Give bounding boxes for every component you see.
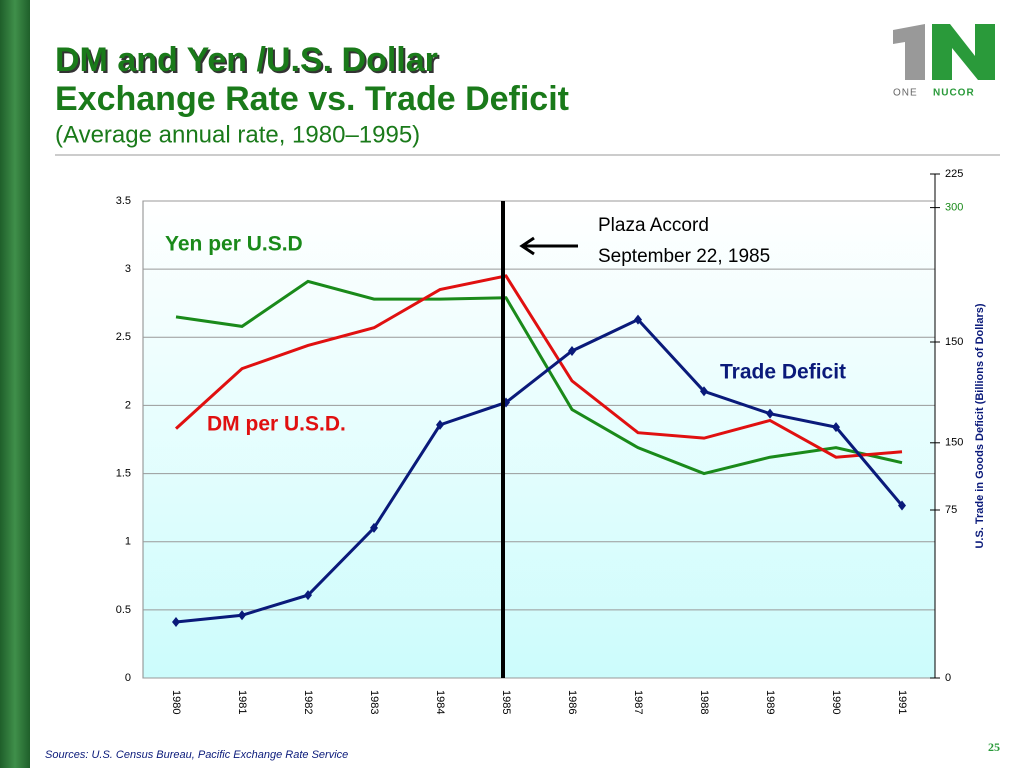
x-tick-label: 1990 (830, 690, 842, 714)
x-tick-label: 1991 (896, 690, 908, 714)
source: Sources: U.S. Census Bureau, Pacific Exc… (45, 749, 348, 761)
y-tick-label: 2 (125, 399, 131, 411)
marker (700, 386, 708, 397)
chart-title: DM and Yen /U.S. Dollar (55, 41, 438, 79)
y2-tick-label: 75 (945, 504, 957, 516)
logo-text: NUCOR (933, 88, 975, 99)
y2-tick-label: 0 (945, 672, 951, 684)
x-tick-label: 1988 (698, 690, 710, 714)
y2-tick-label: 225 (945, 168, 963, 180)
series-line (175, 317, 904, 624)
marker (436, 419, 444, 430)
marker (304, 590, 312, 601)
y-tick-label: 0.5 (116, 604, 131, 616)
annotation: Plaza Accord (598, 215, 709, 236)
x-tick-label: 1987 (632, 690, 644, 714)
arrow (519, 236, 578, 256)
x-tick-label: 1981 (236, 690, 248, 714)
series-label: Yen per U.S.D (165, 233, 303, 256)
marker (634, 314, 642, 325)
page-number: 25 (988, 740, 1000, 754)
x-tick-label: 1989 (764, 690, 776, 714)
marker (898, 500, 906, 511)
marker (238, 610, 246, 621)
y-tick-label: 0 (125, 672, 131, 684)
chart-title-2: Exchange Rate vs. Trade Deficit (55, 80, 569, 118)
y-tick-label: 1 (125, 536, 131, 548)
marker (370, 522, 378, 533)
y-tick-label: 2.5 (116, 331, 131, 343)
chart-subtitle: (Average annual rate, 1980–1995) (55, 121, 420, 148)
side-stripe (0, 0, 30, 768)
series-line (174, 274, 903, 459)
x-tick-label: 1984 (434, 690, 446, 714)
x-tick-label: 1982 (302, 690, 314, 714)
annotation: September 22, 1985 (598, 246, 770, 267)
x-tick-label: 1983 (368, 690, 380, 714)
plot: 0 0.5 1 1.5 2 2.5 3 3.5 0 75 150 150 300 225 1980 1981 1… (116, 168, 964, 715)
logo: ONE NUCOR (893, 24, 995, 99)
logo-n (932, 24, 995, 80)
marker (172, 617, 180, 627)
marker (568, 345, 576, 356)
series-line (175, 279, 903, 476)
title-group: DM and Yen /U.S. Dollar DM and Yen /U.S.… (55, 41, 569, 118)
y2-tick-label: 300 (945, 202, 963, 214)
y-tick-label: 1.5 (116, 467, 131, 479)
title-shadow: DM and Yen /U.S. Dollar (57, 43, 440, 81)
x-tick-label: 1986 (566, 690, 578, 714)
series-label: Trade Deficit (720, 361, 846, 384)
series-label: DM per U.S.D. (207, 413, 346, 436)
logo-one (893, 24, 925, 80)
x-tick-label: 1980 (170, 690, 182, 714)
y2-tick-label: 150 (945, 336, 963, 348)
logo-text: ONE (893, 88, 918, 99)
x-tick-label: 1985 (500, 690, 512, 714)
y2-tick-label: 150 (945, 437, 963, 449)
marker (832, 422, 840, 433)
marker (766, 408, 774, 419)
y2-axis-label: U.S. Trade in Goods Deficit (Billions of… (974, 303, 986, 548)
y-tick-label: 3.5 (116, 195, 131, 207)
y-tick-label: 3 (125, 263, 131, 275)
plot-area (142, 200, 936, 679)
